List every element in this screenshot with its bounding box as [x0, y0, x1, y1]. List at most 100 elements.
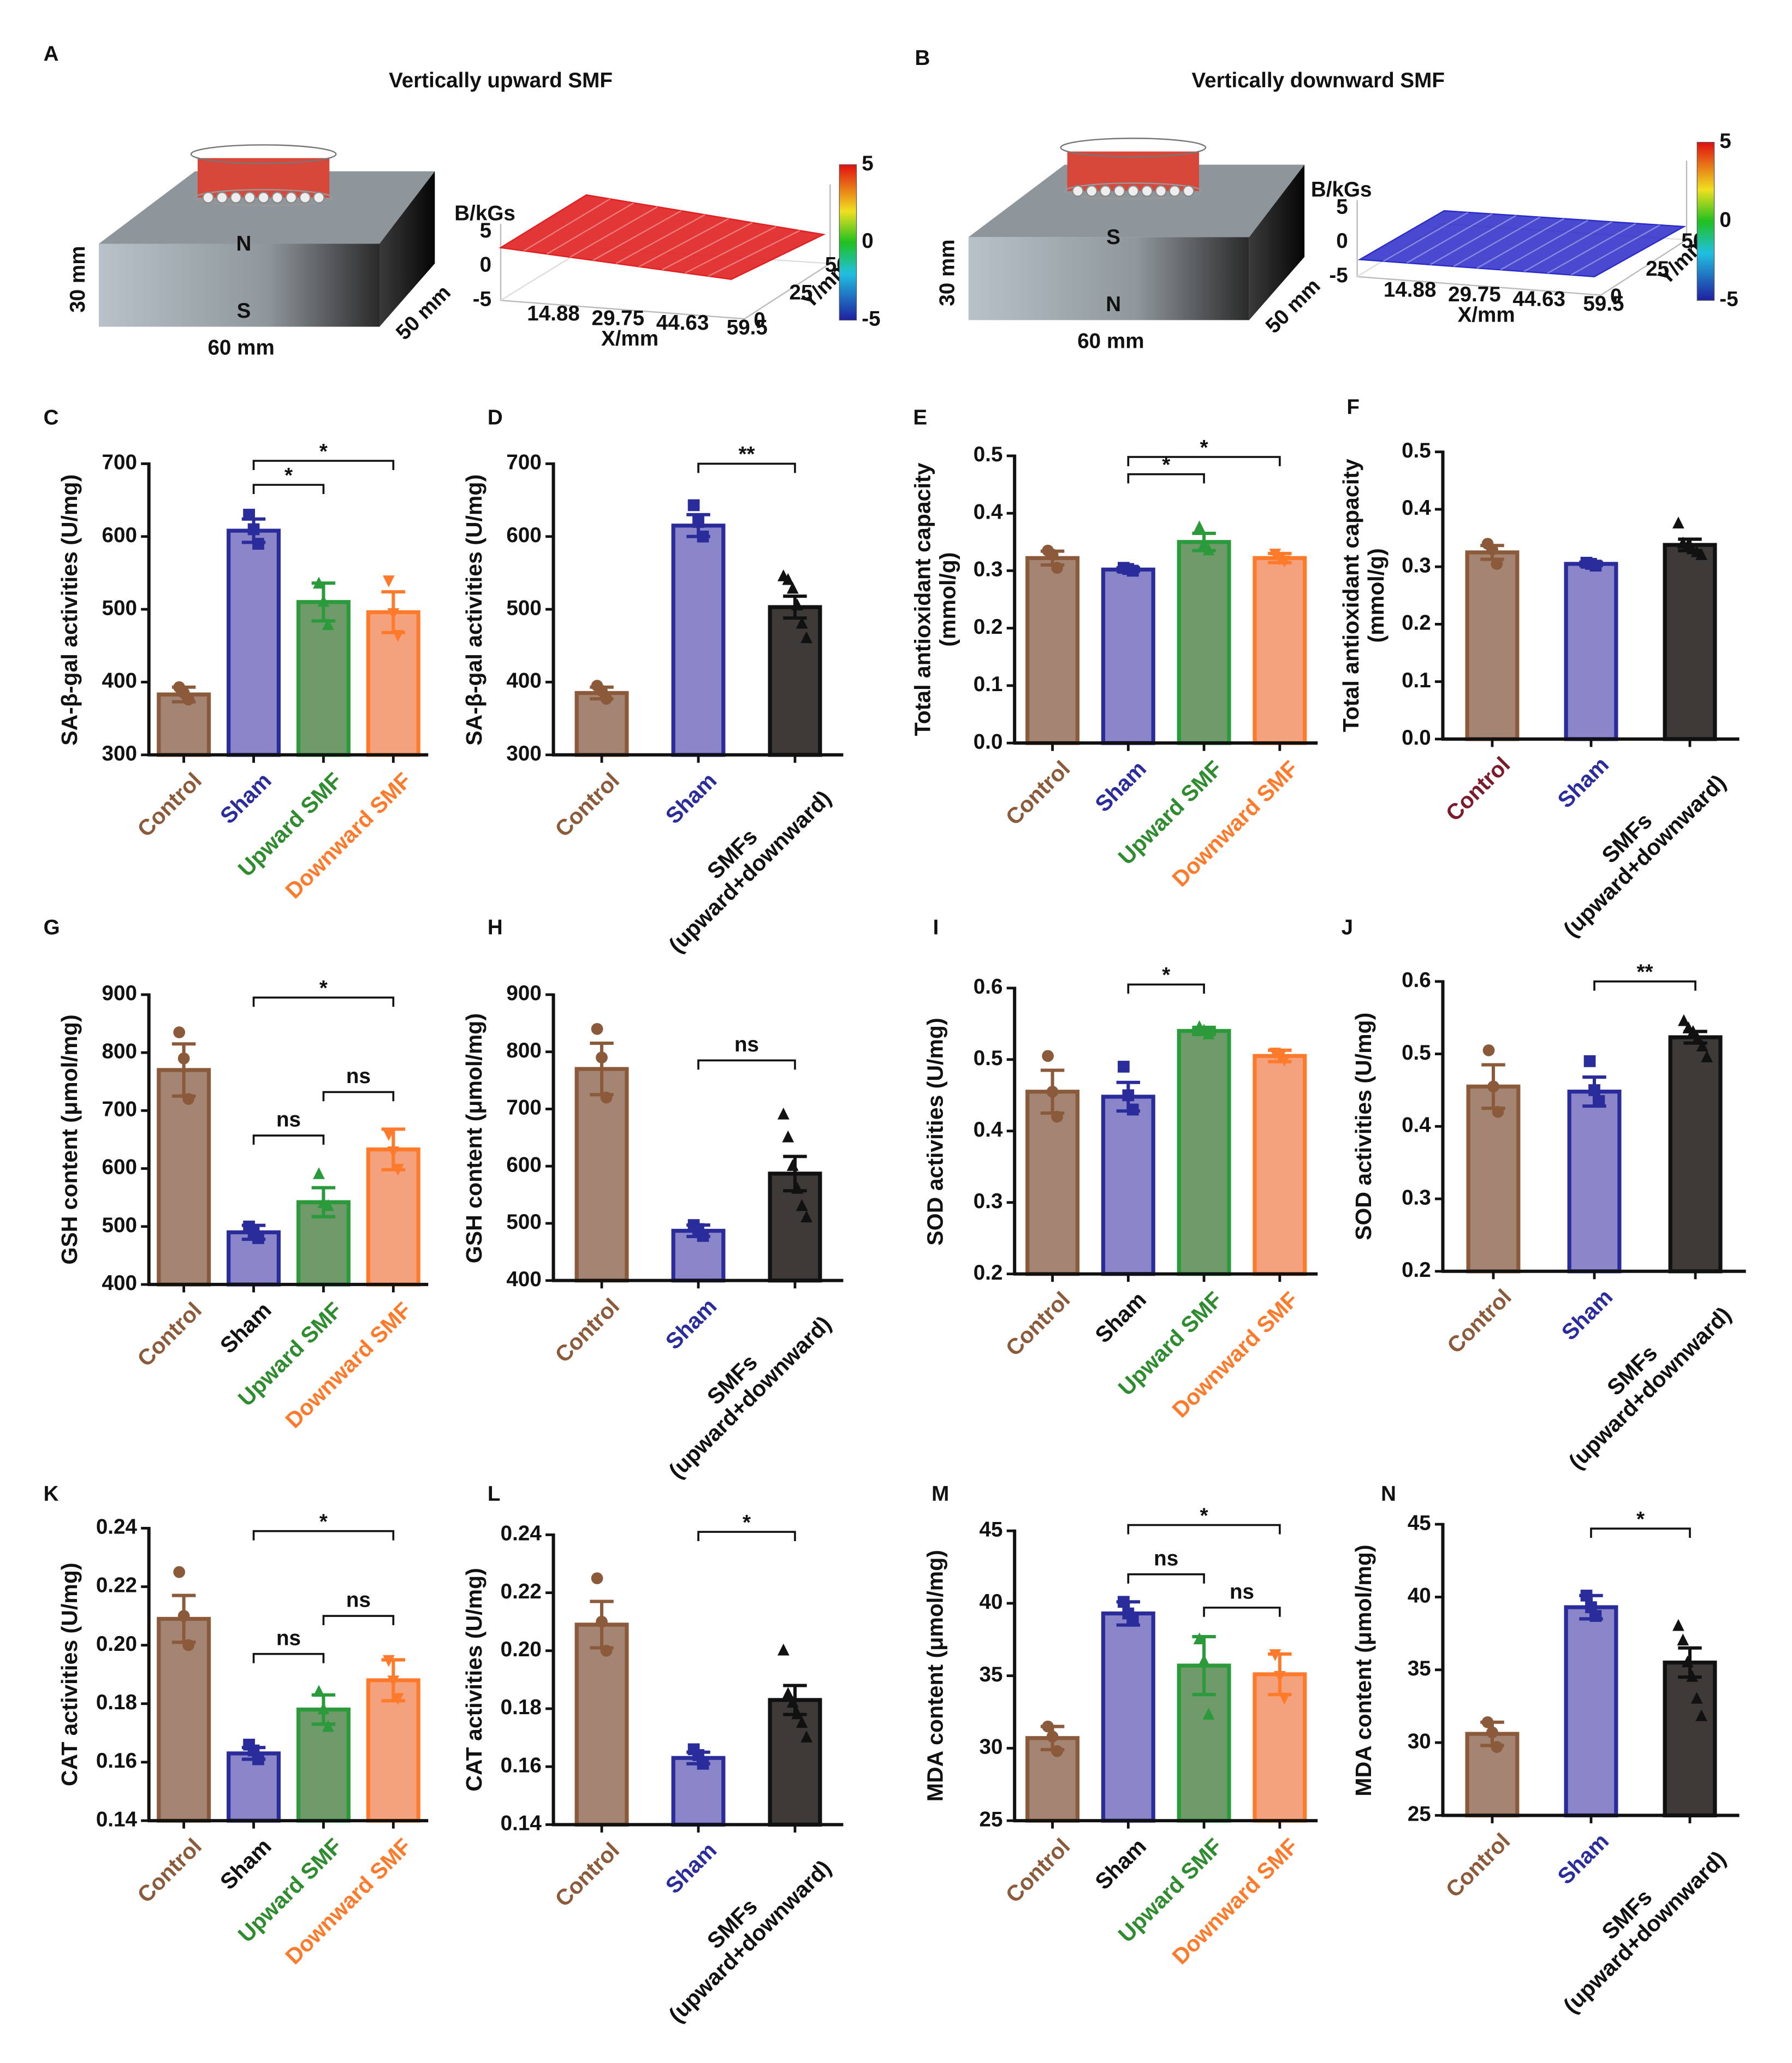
significance-label: ns: [276, 1626, 301, 1650]
y-tick-label: 25: [1408, 1803, 1431, 1826]
y-tick-label: 700: [102, 1098, 137, 1121]
data-point: [782, 1687, 794, 1699]
data-point: [1487, 1080, 1499, 1093]
bar: [1668, 1035, 1723, 1274]
significance-bracket: [1127, 1573, 1205, 1584]
y-axis-label: GSH content (μmol/mg): [57, 1014, 82, 1265]
significance-bracket: [1127, 456, 1281, 466]
data-point: [317, 594, 330, 607]
bar: [1101, 1611, 1155, 1823]
cell: [202, 192, 215, 204]
data-point: [1046, 549, 1059, 561]
x-tick-label: 59.5: [727, 316, 768, 339]
surface-mesh: [1382, 211, 1469, 262]
data-point: [786, 581, 799, 594]
data-point: [391, 1163, 404, 1176]
y-tick-label: 25: [1646, 257, 1669, 281]
data-point: [1481, 1716, 1494, 1728]
y-tick-label: 0.6: [1402, 968, 1431, 992]
surface-mesh: [523, 198, 610, 252]
surface-mesh: [1453, 216, 1541, 267]
panel-label: K: [44, 1482, 59, 1506]
bar: [1465, 550, 1520, 741]
colorbar-tick: 0: [1719, 209, 1731, 232]
panel-label: N: [1381, 1482, 1396, 1506]
data-point: [243, 508, 255, 521]
significance-bracket: [252, 484, 325, 495]
cell: [1072, 185, 1084, 197]
magnet-front: [968, 237, 1249, 320]
y-axis-label: MDA content (μmol/mg): [923, 1550, 948, 1802]
significance-label: *: [1636, 1508, 1645, 1531]
data-point: [322, 1720, 334, 1732]
significance-label: *: [319, 977, 328, 1000]
chart: 300 400 500 600 700 * *: [102, 440, 429, 765]
y-tick-label: 900: [102, 982, 137, 1005]
chart: 25 30 35 40 45 ns ns *: [980, 1504, 1318, 1831]
bar: [296, 600, 351, 757]
data-point: [786, 1159, 799, 1171]
bar: [1564, 1605, 1618, 1818]
x-axis-label: X/mm: [601, 327, 658, 350]
data-point: [782, 1130, 794, 1143]
bar: [366, 610, 420, 757]
surface-mesh: [1500, 219, 1589, 271]
bar: [574, 1622, 629, 1827]
colorbar-tick: 0: [862, 229, 873, 253]
y-axis-label: CAT activities (U/mg): [57, 1562, 82, 1787]
cell: [299, 192, 311, 204]
bar: [1253, 556, 1307, 745]
data-point: [600, 1091, 613, 1104]
data-point: [182, 693, 194, 706]
y-tick-label: 45: [1408, 1511, 1431, 1535]
data-point: [1042, 1050, 1054, 1062]
magnet-side: [379, 171, 435, 327]
y-tick-label: 35: [1408, 1657, 1431, 1680]
data-point: [1589, 560, 1602, 572]
cell: [257, 192, 270, 204]
data-point: [1051, 1110, 1063, 1123]
panel-label: E: [913, 406, 927, 430]
bar: [1177, 540, 1231, 745]
y-tick-label: 0.4: [1402, 496, 1431, 520]
pole-top: N: [236, 232, 252, 255]
colorbar-tick: 5: [862, 152, 873, 175]
data-point: [1122, 1089, 1135, 1102]
significance-bracket: [252, 1530, 395, 1541]
surface-mesh: [569, 206, 658, 258]
colorbar: [1696, 142, 1715, 301]
bar: [1253, 1672, 1307, 1823]
significance-label: **: [1636, 961, 1653, 984]
data-point: [786, 1696, 799, 1708]
data-point: [1491, 1741, 1503, 1753]
data-point: [697, 1230, 709, 1242]
significance-label: **: [738, 443, 755, 466]
dish-rim: [1060, 138, 1207, 158]
panel-title: Vertically upward SMF: [389, 69, 613, 92]
y-tick-label: 0.22: [96, 1574, 137, 1597]
data-point: [1589, 1610, 1602, 1622]
y-tick-label: 0.16: [96, 1749, 137, 1773]
data-point: [697, 530, 709, 543]
data-point: [1696, 1039, 1708, 1052]
x-tick-label: 14.88: [1384, 278, 1437, 302]
significance-bracket: [252, 1652, 325, 1663]
y-tick-label: 0.2: [974, 1261, 1003, 1285]
significance-bracket: [1127, 1524, 1281, 1535]
significance-label: *: [1200, 436, 1208, 460]
data-point: [1202, 1027, 1215, 1039]
y-tick-label: 400: [102, 669, 137, 693]
panel-label: L: [488, 1482, 501, 1506]
surface-mesh: [1406, 213, 1493, 264]
y-tick-label: 0.3: [1402, 1186, 1431, 1209]
significance-label: ns: [1230, 1580, 1254, 1604]
dish-base: [1064, 182, 1203, 200]
y-tick-label: 400: [102, 1271, 137, 1295]
magnet-front: [98, 243, 380, 327]
y-tick-label: 0.6: [974, 975, 1003, 998]
chart: 0.14 0.16 0.18 0.20 0.22 0.24 ns ns *: [96, 1510, 429, 1831]
y-tick-label: 0.16: [501, 1753, 542, 1777]
x-tick-label: 29.75: [591, 306, 644, 330]
pole-bottom: N: [1106, 293, 1121, 316]
